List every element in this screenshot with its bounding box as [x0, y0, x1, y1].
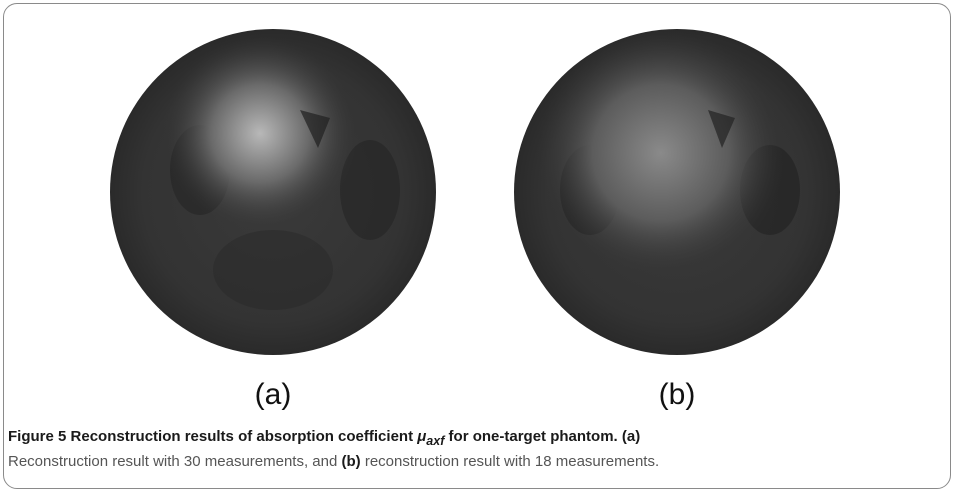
symbol: μaxf	[417, 428, 444, 445]
symbol-subscript: axf	[426, 434, 444, 448]
panel-label: (b)	[627, 378, 727, 412]
figure-images	[0, 0, 956, 380]
caption-title: Reconstruction results of absorption coe…	[71, 428, 414, 445]
symbol-base: μ	[417, 428, 426, 445]
part-label: (b)	[342, 453, 361, 470]
part-text: Reconstruction result with 30 measuremen…	[8, 453, 337, 470]
panel-label: (a)	[223, 378, 323, 412]
figure-number: Figure 5	[8, 428, 66, 445]
caption-line: Figure 5 Reconstruction results of absor…	[8, 428, 640, 448]
panel-a-image	[110, 29, 436, 355]
part-text: reconstruction result with 18 measuremen…	[365, 453, 659, 470]
panel-b-image	[514, 29, 840, 355]
part-label: (a)	[622, 428, 640, 445]
caption-title-end: for one-target phantom.	[449, 428, 618, 445]
page: (a) (b) Figure 5 Reconstruction results …	[0, 0, 956, 486]
caption-line: Reconstruction result with 30 measuremen…	[8, 453, 659, 470]
